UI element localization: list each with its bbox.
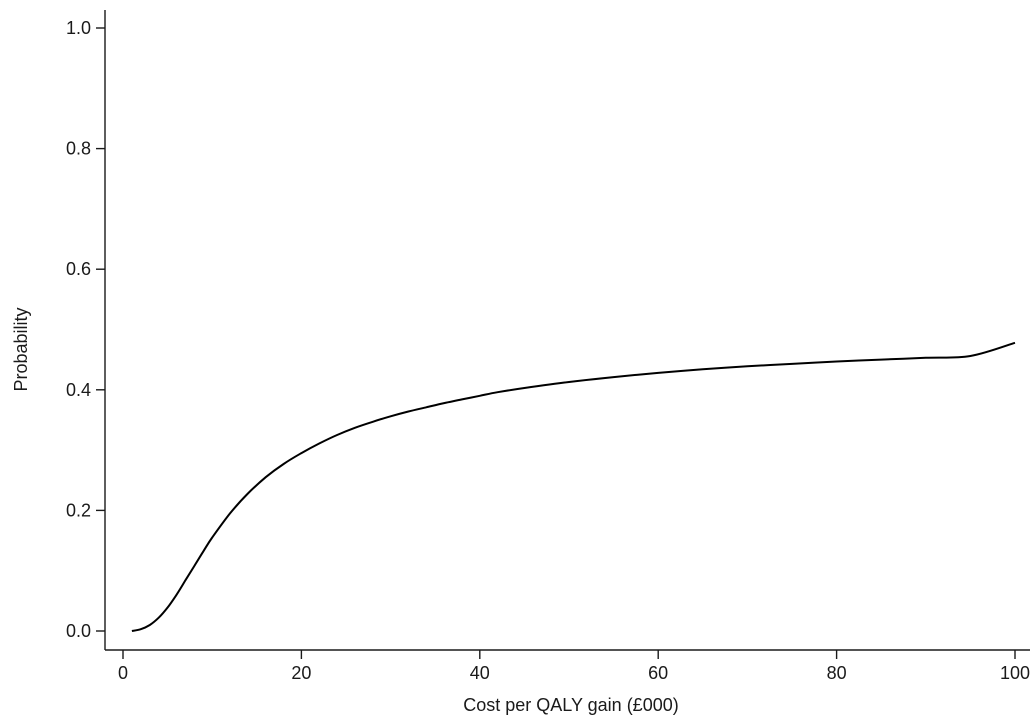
- x-ticks: 0 20 40 60 80 100: [118, 650, 1030, 683]
- y-tick-label: 0.4: [66, 380, 91, 400]
- x-tick-label: 60: [648, 663, 668, 683]
- y-tick-label: 0.0: [66, 621, 91, 641]
- y-tick-label: 0.6: [66, 259, 91, 279]
- probability-curve: [131, 341, 1016, 632]
- x-tick-label: 80: [827, 663, 847, 683]
- x-tick-label: 40: [470, 663, 490, 683]
- y-tick-label: 0.8: [66, 139, 91, 159]
- x-tick-label: 0: [118, 663, 128, 683]
- x-axis-label: Cost per QALY gain (£000): [463, 695, 678, 715]
- y-tick-label: 1.0: [66, 18, 91, 38]
- axes: [104, 10, 1030, 651]
- y-ticks: 0.0 0.2 0.4 0.6 0.8 1.0: [66, 18, 105, 641]
- y-tick-label: 0.2: [66, 500, 91, 520]
- x-tick-label: 20: [291, 663, 311, 683]
- y-axis-label: Probability: [11, 307, 31, 391]
- x-tick-label: 100: [1000, 663, 1030, 683]
